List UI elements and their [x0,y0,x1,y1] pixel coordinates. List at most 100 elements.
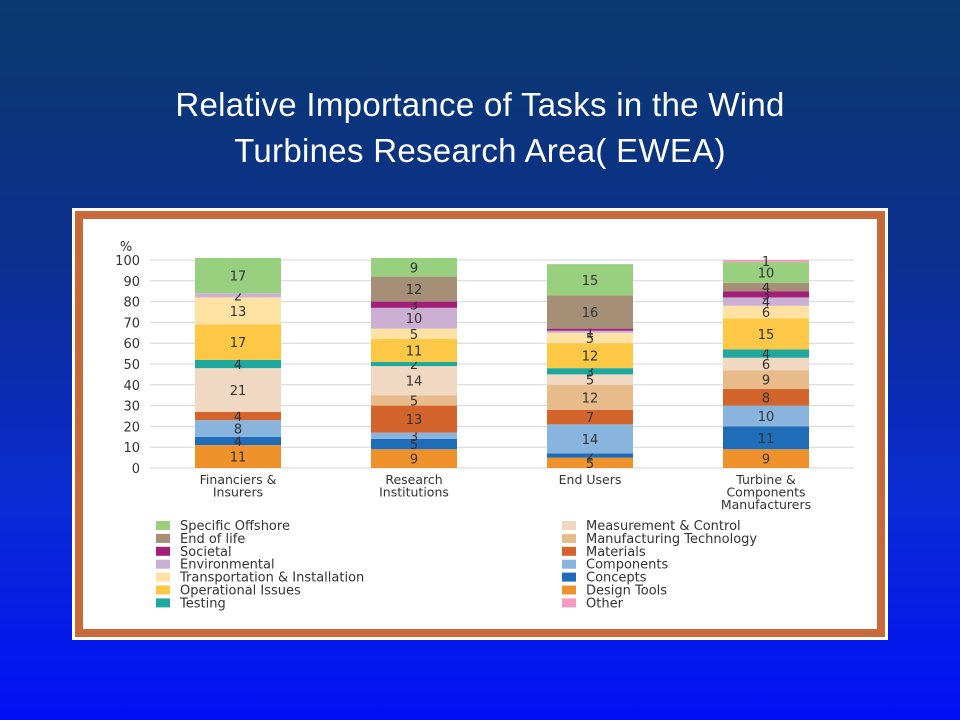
x-category-label: Manufacturers [721,497,811,512]
y-tick-label: 40 [123,379,140,394]
data-label: 5 [586,457,594,472]
bar-segment-end-of-life [371,276,457,302]
legend-label: Testing [179,596,226,611]
data-label: 5 [586,374,594,389]
x-category-label: End Users [559,472,622,487]
bar-segment-specific-offshore [547,264,633,296]
legend-swatch-testing [156,598,170,608]
bar-segment-transportation-and-installation [371,328,457,340]
data-label: 15 [758,328,775,343]
chart-frame: 0 10 20 30 40 50 60 70 80 90 100% 11 4 8 4 21 4 17 13 2 17 Fi… [72,208,888,640]
y-tick-label: 80 [123,296,140,311]
bar-segment-operational-issues [723,318,809,350]
legend-label: Other [586,596,624,611]
slide-title-line-2: Turbines Research Area( EWEA) [234,132,726,169]
data-label: 7 [586,411,594,426]
bar-segment-end-of-life [723,282,809,292]
data-label: 10 [406,312,423,327]
y-tick-label: 100 [115,254,140,269]
legend-swatch-operational-issues [156,585,170,595]
data-label: 6 [762,358,770,373]
bar-segment-testing [195,359,281,369]
bar-segment-operational-issues [547,343,633,369]
data-label: 3 [410,430,418,445]
data-label: 4 [234,435,242,450]
data-label: 10 [758,266,775,281]
x-category-label: Research [385,472,442,487]
bar-segment-societal [723,291,809,298]
bar-segment-testing [371,361,457,367]
bar-segment-design-tools [723,449,809,468]
data-label: 13 [230,305,247,320]
data-label: 21 [230,384,247,399]
data-label: 17 [230,336,247,351]
bar-segment-specific-offshore [371,257,457,277]
bar-segment-measurement-and-control [547,374,633,385]
data-label: 3 [586,365,594,380]
legend-swatch-specific-offshore [156,521,170,530]
bar-segment-operational-issues [371,339,457,362]
bar-segment-transportation-and-installation [195,297,281,325]
slide-title: Relative Importance of Tasks in the Wind… [0,82,960,174]
data-label: 5 [410,438,418,453]
data-label: 4 [234,410,242,425]
bar-segment-other [723,260,809,263]
y-tick-label: 70 [123,316,140,331]
data-label: 4 [762,281,770,296]
chart-border [75,211,885,637]
data-label: 17 [230,270,247,285]
data-label: 4 [762,348,770,363]
data-label: 1 [586,324,594,339]
bar-segment-concepts [547,453,633,458]
data-label: 9 [762,374,770,389]
data-label: 10 [758,410,775,425]
legend-swatch-transportation-and-installation [156,572,170,582]
bar-segment-components [723,405,809,427]
bar-segment-measurement-and-control [371,366,457,396]
bar-segment-materials [371,405,457,433]
data-label: 12 [582,391,599,406]
bar-segment-components [371,432,457,439]
legend-label: Materials [586,545,646,560]
legend-swatch-manufacturing-technology [562,533,576,543]
bar-segment-testing [723,349,809,358]
legend-swatch-materials [562,546,576,556]
legend-label: Design Tools [586,584,667,599]
y-tick-label: 50 [123,358,140,373]
bar-segment-concepts [371,438,457,450]
bar-segment-design-tools [371,449,457,468]
data-label: 9 [410,453,418,468]
bar-segment-manufacturing-technology [547,384,633,410]
data-label: 2 [586,450,594,465]
x-category-label: Institutions [379,485,449,500]
bar-segment-materials [195,411,281,421]
bar-segment-environmental [547,330,633,333]
y-axis-label: % [120,240,132,255]
x-category-label: Financiers & [200,472,277,487]
data-label: 11 [406,344,423,359]
data-label: 9 [410,261,418,276]
bar-segment-specific-offshore [723,262,809,283]
data-label: 2 [410,358,418,373]
y-tick-label: 90 [123,275,140,290]
data-label: 3 [410,299,418,314]
bar-segment-measurement-and-control [195,368,281,412]
data-label: 13 [406,413,423,428]
bar-segment-environmental [723,297,809,306]
bar-segment-components [547,424,633,454]
legend-swatch-components [562,559,576,569]
legend-label: Manufacturing Technology [586,532,757,547]
data-label: 1 [762,255,770,270]
bar-segment-design-tools [195,445,281,468]
legend-label: Concepts [586,571,647,586]
legend-label: Specific Offshore [180,519,290,534]
bar-segment-manufacturing-technology [723,370,809,389]
legend-swatch-design-tools [562,585,576,595]
data-label: 6 [762,306,770,321]
data-label: 4 [762,296,770,311]
x-category-label: Components [726,485,805,500]
bar-segment-societal [371,301,457,308]
data-label: 12 [582,350,599,365]
bar-segment-specific-offshore [195,257,281,294]
data-label: 8 [762,391,770,406]
